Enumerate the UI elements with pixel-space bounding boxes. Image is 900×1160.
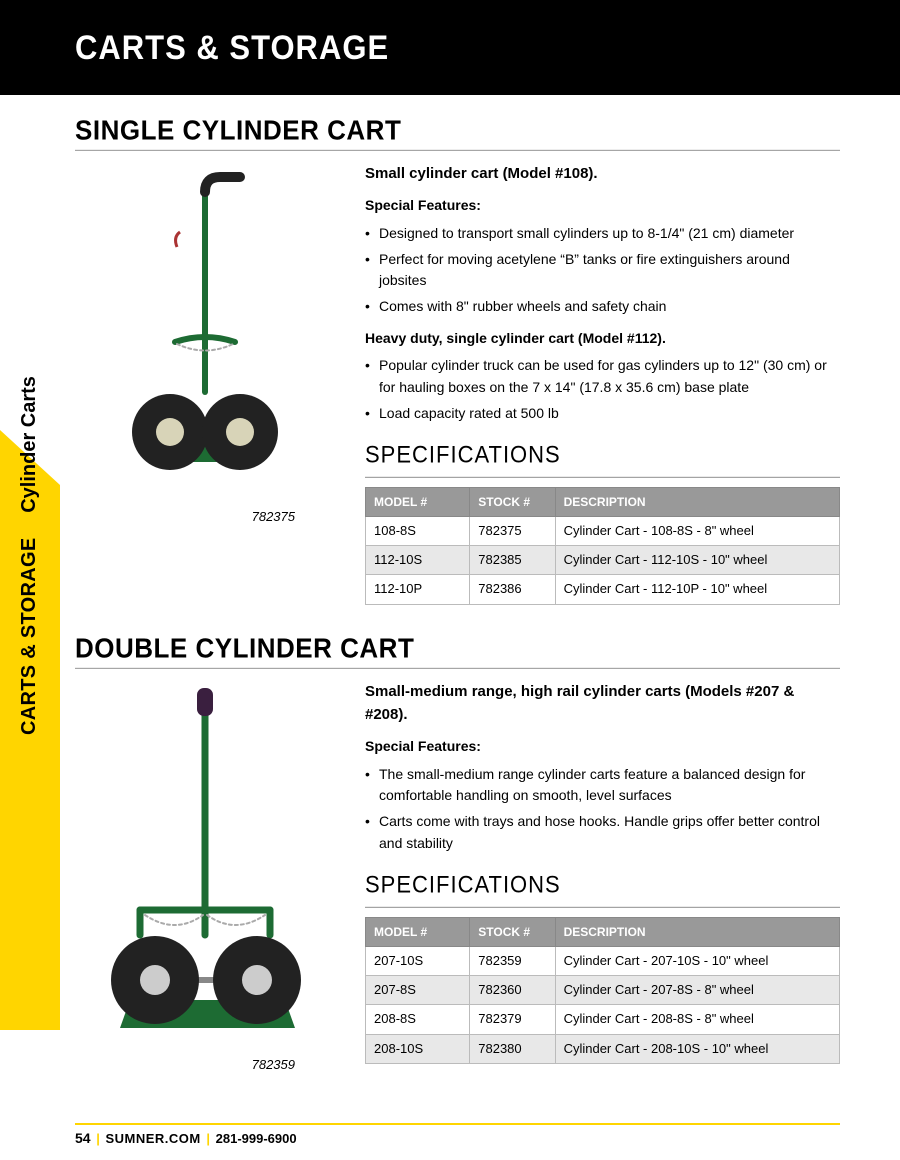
table-cell: Cylinder Cart - 208-10S - 10" wheel: [555, 1034, 839, 1063]
table-cell: 782385: [470, 546, 555, 575]
table-cell: Cylinder Cart - 112-10P - 10" wheel: [555, 575, 839, 604]
footer: 54 | SUMNER.COM | 281-999-6900: [75, 1123, 840, 1146]
table-cell: Cylinder Cart - 108-8S - 8" wheel: [555, 517, 839, 546]
table-cell: 112-10S: [366, 546, 470, 575]
table-row: 208-10S782380Cylinder Cart - 208-10S - 1…: [366, 1034, 840, 1063]
table-cell: Cylinder Cart - 207-10S - 10" wheel: [555, 947, 839, 976]
table-cell: 782380: [470, 1034, 555, 1063]
single-cart-icon: [85, 162, 325, 502]
p1-spec-title: SPECIFICATIONS: [365, 437, 840, 479]
table-row: 112-10P782386Cylinder Cart - 112-10P - 1…: [366, 575, 840, 604]
list-item: Carts come with trays and hose hooks. Ha…: [365, 811, 840, 854]
product1-info: Small cylinder cart (Model #108). Specia…: [365, 162, 840, 605]
table-header: STOCK #: [470, 917, 555, 947]
table-cell: Cylinder Cart - 207-8S - 8" wheel: [555, 976, 839, 1005]
p1-subtitle1: Small cylinder cart (Model #108).: [365, 162, 840, 185]
table-row: 207-10S782359Cylinder Cart - 207-10S - 1…: [366, 947, 840, 976]
footer-div2: |: [206, 1131, 210, 1146]
header-bar: CARTS & STORAGE: [0, 0, 900, 95]
side-tab-text: CARTS & STORAGE | Cylinder Carts: [18, 376, 41, 735]
side-tab-bold: CARTS & STORAGE: [18, 538, 40, 735]
table-header: MODEL #: [366, 917, 470, 947]
p1-feat-list1: Designed to transport small cylinders up…: [365, 223, 840, 318]
table-row: 108-8S782375Cylinder Cart - 108-8S - 8" …: [366, 517, 840, 546]
list-item: Popular cylinder truck can be used for g…: [365, 355, 840, 398]
p1-subtitle2: Heavy duty, single cylinder cart (Model …: [365, 328, 840, 350]
product2-caption: 782359: [75, 1057, 335, 1072]
table-cell: 207-8S: [366, 976, 470, 1005]
table-header: STOCK #: [470, 487, 555, 517]
table-header: DESCRIPTION: [555, 917, 839, 947]
table-cell: 782360: [470, 976, 555, 1005]
table-cell: Cylinder Cart - 208-8S - 8" wheel: [555, 1005, 839, 1034]
p1-feat-list2: Popular cylinder truck can be used for g…: [365, 355, 840, 424]
section1-title: SINGLE CYLINDER CART: [75, 114, 840, 151]
footer-div1: |: [96, 1131, 100, 1146]
list-item: Load capacity rated at 500 lb: [365, 403, 840, 425]
p1-feat-label: Special Features:: [365, 195, 840, 217]
section2-title: DOUBLE CYLINDER CART: [75, 632, 840, 669]
product2-image: 782359: [75, 680, 335, 1072]
p2-feat-label: Special Features:: [365, 736, 840, 758]
page-category-title: CARTS & STORAGE: [75, 28, 389, 68]
table-row: 208-8S782379Cylinder Cart - 208-8S - 8" …: [366, 1005, 840, 1034]
table-cell: 207-10S: [366, 947, 470, 976]
table-row: 207-8S782360Cylinder Cart - 207-8S - 8" …: [366, 976, 840, 1005]
side-tab-sep: |: [18, 522, 40, 528]
table-cell: 108-8S: [366, 517, 470, 546]
table-header: MODEL #: [366, 487, 470, 517]
p2-subtitle1: Small-medium range, high rail cylinder c…: [365, 680, 840, 727]
product2-info: Small-medium range, high rail cylinder c…: [365, 680, 840, 1072]
list-item: Designed to transport small cylinders up…: [365, 223, 840, 245]
table-cell: 208-10S: [366, 1034, 470, 1063]
footer-phone: 281-999-6900: [216, 1131, 297, 1146]
product-double: 782359 Small-medium range, high rail cyl…: [75, 680, 840, 1072]
table-cell: 208-8S: [366, 1005, 470, 1034]
product1-caption: 782375: [75, 509, 335, 524]
product-single: 782375 Small cylinder cart (Model #108).…: [75, 162, 840, 605]
table-cell: 782359: [470, 947, 555, 976]
table-cell: 782375: [470, 517, 555, 546]
p1-spec-table: MODEL #STOCK #DESCRIPTION108-8S782375Cyl…: [365, 487, 840, 605]
double-cart-icon: [85, 680, 325, 1050]
list-item: Perfect for moving acetylene “B” tanks o…: [365, 249, 840, 292]
footer-site: SUMNER.COM: [105, 1131, 200, 1146]
product1-image: 782375: [75, 162, 335, 605]
table-cell: Cylinder Cart - 112-10S - 10" wheel: [555, 546, 839, 575]
table-header: DESCRIPTION: [555, 487, 839, 517]
table-cell: 112-10P: [366, 575, 470, 604]
p2-spec-table: MODEL #STOCK #DESCRIPTION207-10S782359Cy…: [365, 917, 840, 1064]
table-cell: 782386: [470, 575, 555, 604]
p2-feat-list1: The small-medium range cylinder carts fe…: [365, 764, 840, 855]
side-tab-regular: Cylinder Carts: [18, 376, 40, 513]
table-row: 112-10S782385Cylinder Cart - 112-10S - 1…: [366, 546, 840, 575]
p2-spec-title: SPECIFICATIONS: [365, 867, 840, 909]
table-cell: 782379: [470, 1005, 555, 1034]
main-content: SINGLE CYLINDER CART 782375 Small cylind…: [0, 95, 900, 1072]
list-item: The small-medium range cylinder carts fe…: [365, 764, 840, 807]
page-number: 54: [75, 1130, 91, 1146]
list-item: Comes with 8" rubber wheels and safety c…: [365, 296, 840, 318]
